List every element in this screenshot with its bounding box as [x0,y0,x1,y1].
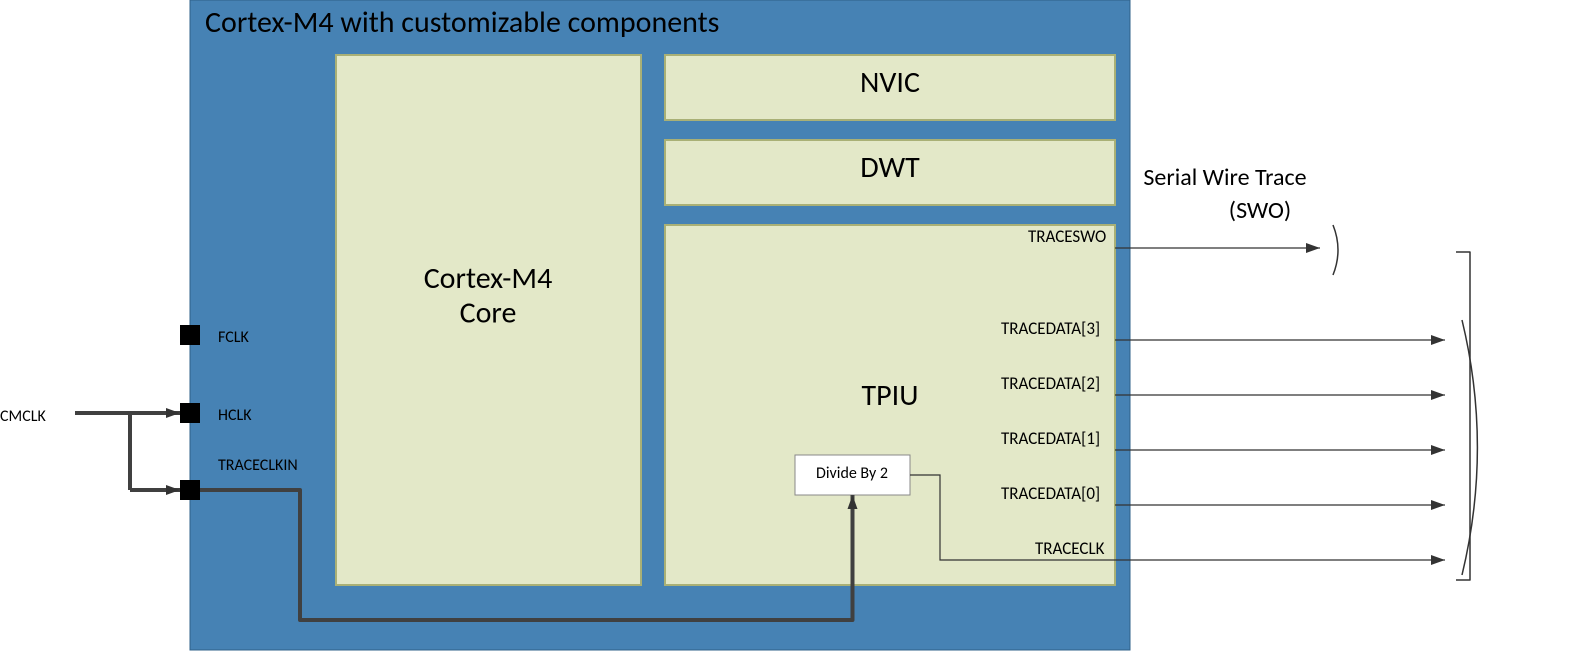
tpiu-label: TPIU [862,377,919,414]
nvic-label: NVIC [860,64,920,101]
hclk-port-label: HCLK [218,406,252,425]
dwt-label: DWT [860,149,920,186]
div2-label: Divide By 2 [816,464,888,483]
swo-paren-mark [1333,225,1338,275]
swo-heading-1: Serial Wire Trace [1143,163,1306,192]
arrowhead [1431,445,1445,455]
arrowhead [166,485,180,495]
arrowhead [1431,390,1445,400]
hclk-port [180,403,200,423]
fclk-port [180,325,200,345]
arrowhead [1306,243,1320,253]
architecture-diagram: Cortex-M4 with customizable componentsCo… [0,0,1584,661]
outer-trace-bracket [1456,252,1470,580]
traceswo-label: TRACESWO [1028,226,1106,247]
arrowhead [166,408,180,418]
tracedata3-label: TRACEDATA[3] [1001,318,1100,339]
arrowhead [1431,500,1445,510]
traceclk-label: TRACECLK [1035,538,1105,559]
traceclkin-port [180,480,200,500]
arrowhead [1431,335,1445,345]
tracedata2-label: TRACEDATA[2] [1001,373,1100,394]
diagram-title: Cortex-M4 with customizable components [205,4,719,41]
fclk-port-label: FCLK [218,328,249,347]
arrowhead [1431,555,1445,565]
swo-heading-2: (SWO) [1229,196,1291,225]
tracedata1-label: TRACEDATA[1] [1001,428,1100,449]
traceclkin-port-label: TRACECLKIN [218,456,298,475]
cmclk-label: CMCLK [0,407,46,426]
tracedata0-label: TRACEDATA[0] [1001,483,1100,504]
